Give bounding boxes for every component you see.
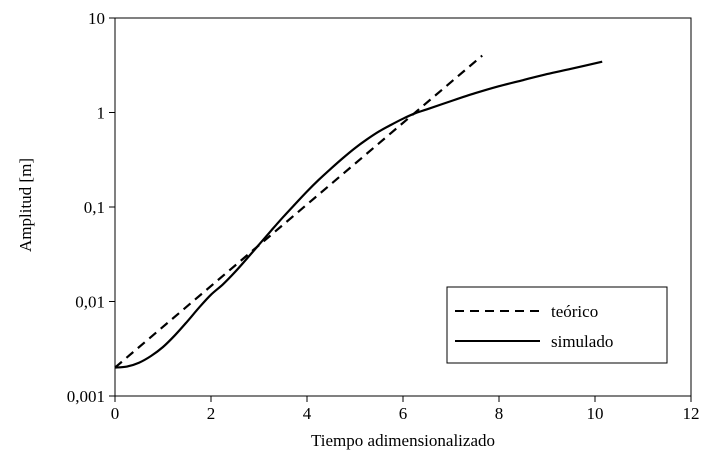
y-tick-label: 10 [88,9,105,28]
series-layer [114,54,603,369]
legend-label-simulado: simulado [551,332,613,351]
series-line-teorico [114,54,483,369]
legend: teórico simulado [446,286,668,364]
y-tick-label: 1 [97,104,106,123]
legend-box [446,286,668,364]
x-tick-label: 8 [495,404,504,423]
y-axis-ticks: 0,001 0,01 0,1 1 10 [67,9,115,406]
series-line-simulado [114,60,603,369]
x-tick-label: 6 [399,404,408,423]
y-tick-label: 0,01 [75,293,105,312]
x-tick-label: 2 [207,404,216,423]
x-tick-label: 0 [111,404,120,423]
x-axis-label: Tiempo adimensionalizado [311,431,495,450]
x-tick-label: 10 [587,404,604,423]
y-tick-label: 0,1 [84,198,105,217]
y-axis-label: Amplitud [m] [16,158,35,252]
x-axis-ticks: 0 2 4 6 8 10 12 [111,396,700,423]
x-tick-label: 12 [683,404,700,423]
y-tick-label: 0,001 [67,387,105,406]
x-tick-label: 4 [303,404,312,423]
plot-area-frame [114,17,692,397]
legend-label-teorico: teórico [551,302,598,321]
